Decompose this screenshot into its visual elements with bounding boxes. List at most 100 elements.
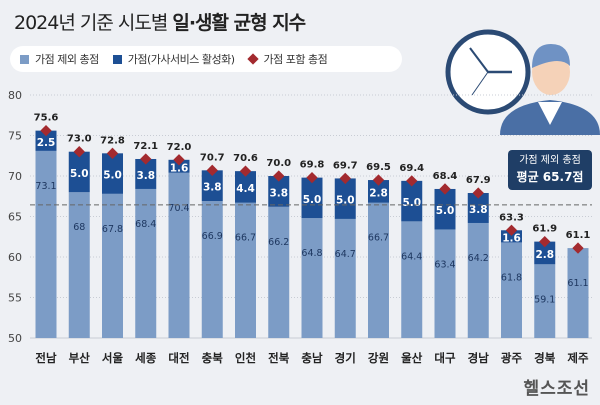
y-tick-label: 65 [8, 211, 22, 224]
bar-excl [68, 192, 90, 338]
total-marker [239, 165, 252, 177]
total-marker [173, 154, 185, 166]
x-tick-label: 전남 [35, 351, 57, 365]
bar-bonus-label: 3.8 [136, 170, 155, 182]
total-label: 61.1 [566, 230, 591, 241]
bar-excl [201, 201, 223, 338]
x-tick-label: 경북 [534, 351, 556, 365]
bar-excl [534, 264, 556, 338]
bar-bonus [368, 180, 389, 203]
bar-excl-label: 64.2 [468, 253, 489, 264]
legend: 가점 제외 총점 가점(가사서비스 활성화) 가점 포함 총점 [10, 46, 402, 72]
bar-bonus-label: 2.5 [37, 137, 56, 149]
total-label: 69.5 [366, 162, 391, 173]
chart-title: 2024년 기준 시도별 일·생활 균형 지수 [14, 8, 306, 35]
bar-bonus-label: 2.8 [369, 187, 388, 199]
bar-excl-label: 66.9 [202, 231, 223, 242]
bar-bonus-label: 3.8 [269, 187, 288, 199]
bar-excl-label: 63.4 [434, 259, 455, 270]
bar-excl-label: 68.4 [135, 219, 156, 230]
y-tick-label: 80 [8, 89, 22, 102]
title-prefix: 2024년 기준 시도별 [14, 12, 173, 34]
bar-excl [235, 202, 256, 338]
total-marker [539, 235, 551, 248]
bar-bonus [201, 170, 223, 202]
total-marker [140, 153, 152, 165]
bar-bonus-label: 5.0 [70, 168, 89, 180]
title-bold: 일·생활 균형 지수 [172, 12, 306, 34]
bar-excl [102, 193, 123, 338]
x-tick-label: 충북 [202, 351, 224, 365]
bar-bonus-label: 3.8 [203, 182, 222, 194]
total-marker [306, 171, 318, 184]
x-tick-label: 충남 [301, 351, 323, 365]
total-label: 70.7 [200, 152, 225, 163]
legend-item-excl: 가점 제외 총점 [20, 51, 99, 67]
bar-bonus [434, 188, 456, 230]
bar-bonus-label: 5.0 [103, 170, 122, 182]
total-label: 75.6 [34, 113, 59, 124]
bar-excl [135, 188, 157, 338]
bar-excl [35, 150, 57, 338]
bar-bonus [501, 230, 522, 243]
legend-item-bonus: 가점(가사서비스 활성화) [112, 51, 235, 67]
total-marker [40, 124, 52, 137]
total-label: 72.1 [133, 141, 158, 152]
legend-label: 가점 제외 총점 [35, 53, 99, 66]
total-label: 72.0 [167, 142, 192, 153]
bar-bonus-label: 2.8 [535, 249, 554, 261]
total-label: 61.9 [532, 224, 557, 235]
y-tick-label: 55 [8, 292, 22, 305]
bar-excl-label: 64.7 [335, 249, 356, 260]
bar-excl [401, 221, 423, 338]
bar-bonus [135, 158, 157, 189]
bar-bonus-label: 5.0 [336, 195, 355, 207]
x-tick-label: 울산 [401, 351, 423, 365]
bar-bonus [268, 176, 290, 207]
bar-bonus [168, 159, 190, 173]
total-label: 68.4 [433, 171, 458, 182]
y-tick-label: 70 [8, 170, 22, 183]
total-marker [339, 172, 351, 185]
legend-swatch [112, 54, 122, 64]
bar-bonus-label: 5.0 [436, 205, 455, 217]
total-label: 73.0 [67, 134, 92, 145]
y-tick-label: 50 [8, 332, 22, 345]
logo: 헬스조선 [523, 379, 590, 399]
bar-excl-label: 73.1 [35, 181, 56, 192]
total-label: 69.4 [399, 163, 424, 174]
total-marker [572, 242, 584, 254]
x-tick-label: 인천 [235, 351, 256, 365]
total-label: 69.7 [333, 160, 358, 171]
bar-bonus-label: 4.4 [236, 183, 255, 195]
bar-bonus-label: 3.8 [469, 204, 488, 216]
bar-excl-label: 66.2 [268, 237, 289, 248]
bar-bonus [467, 193, 489, 223]
total-label: 70.6 [233, 153, 258, 164]
total-marker [472, 187, 484, 199]
bar-excl [368, 202, 389, 338]
x-tick-label: 전북 [268, 351, 290, 365]
bar-excl-label: 66.7 [235, 233, 256, 244]
x-tick-label: 세종 [135, 351, 157, 365]
bar-excl [334, 218, 356, 338]
bar-bonus-label: 1.6 [502, 232, 521, 244]
legend-label: 가점 포함 총점 [263, 53, 328, 66]
x-tick-label: 부산 [69, 351, 91, 365]
bar-excl [567, 248, 589, 338]
bar-excl [434, 229, 456, 338]
bar-excl-label: 64.4 [401, 251, 422, 262]
legend-swatch [20, 54, 29, 64]
clock-person-illustration [445, 29, 600, 135]
bar-bonus [35, 130, 57, 151]
y-tick-label: 75 [8, 130, 22, 143]
x-tick-label: 경기 [335, 351, 356, 365]
callout-line1: 가점 제외 총점 [519, 155, 581, 166]
bar-bonus-label: 1.6 [170, 162, 189, 174]
total-label: 70.0 [266, 158, 291, 169]
total-marker [505, 224, 518, 236]
x-tick-label: 대구 [434, 351, 456, 365]
bar-excl-label: 61.8 [501, 272, 522, 283]
